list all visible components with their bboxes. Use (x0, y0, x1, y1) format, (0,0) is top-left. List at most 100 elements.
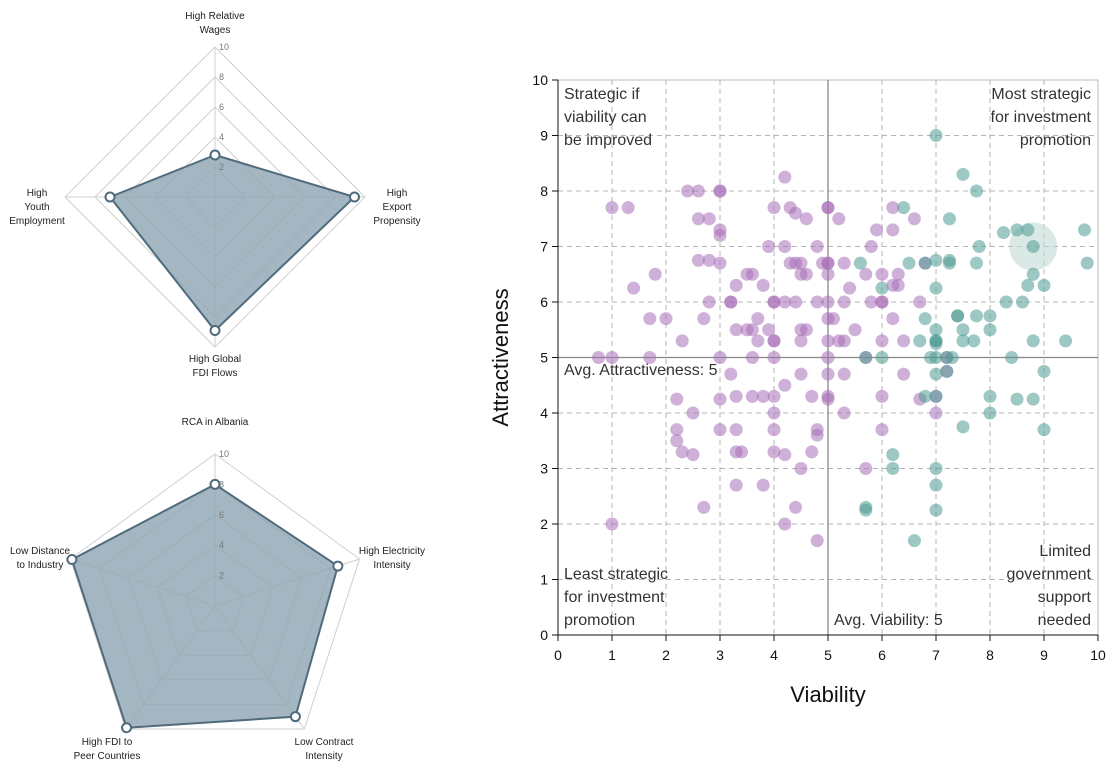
scatter-point (713, 228, 727, 242)
quadrant-label-bottom-right: government (1007, 566, 1092, 583)
scatter-point (837, 406, 851, 420)
scatter-point (997, 226, 1010, 240)
scatter-point (1026, 334, 1040, 348)
radar-tick-label: 2 (219, 162, 224, 172)
scatter-point (983, 389, 997, 403)
scatter-point (864, 295, 878, 309)
quadrant-label-top-right: promotion (1020, 132, 1091, 149)
scatter-point (918, 256, 932, 270)
radar-axis-label: FDI Flows (193, 368, 238, 379)
x-tick-label: 8 (986, 647, 994, 663)
scatter-point (907, 534, 921, 548)
radar-axis-label: Employment (9, 216, 65, 227)
scatter-point (886, 223, 900, 237)
scatter-point (1021, 223, 1035, 237)
scatter-point (929, 351, 943, 364)
avg-viability-label: Avg. Viability: 5 (834, 612, 943, 629)
scatter-point (886, 448, 900, 462)
scatter-point (735, 445, 749, 459)
scatter-point (891, 278, 905, 292)
scatter-point (691, 253, 705, 267)
scatter-point (592, 351, 605, 364)
radar-axis-label: Propensity (373, 216, 420, 227)
scatter-point (762, 240, 776, 253)
scatter-point (897, 334, 911, 348)
radar-tick-label: 4 (219, 132, 224, 142)
scatter-point (767, 295, 781, 309)
scatter-point (972, 240, 986, 253)
y-tick-label: 2 (540, 516, 548, 532)
scatter-point (745, 351, 759, 364)
scatter-point (826, 312, 840, 326)
scatter-point (805, 389, 819, 403)
scatter-point (821, 392, 835, 406)
scatter-point (778, 378, 792, 392)
scatter-point (729, 423, 743, 437)
scatter-point (756, 389, 770, 403)
quadrant-label-bottom-right: support (1038, 589, 1092, 606)
scatter-point (918, 312, 932, 326)
scatter-point (691, 184, 705, 198)
y-axis-title: Attractiveness (488, 288, 513, 426)
scatter-point (929, 503, 943, 517)
x-axis-title: Viability (790, 682, 865, 707)
radar-point (349, 191, 360, 203)
x-tick-label: 6 (878, 647, 886, 663)
radar-chart-top: 2 4 6 8 10 High Relative Wages High Export Propen… (9, 11, 420, 379)
x-tick-label: 9 (1040, 647, 1048, 663)
x-tick-label: 10 (1090, 647, 1106, 663)
radar-tick-label: 8 (219, 72, 224, 82)
scatter-point (729, 389, 743, 403)
scatter-point (724, 295, 738, 309)
radar-axis-label: High FDI to (82, 737, 133, 748)
scatter-point (627, 281, 641, 295)
scatter-point (837, 367, 851, 381)
scatter-point (821, 367, 835, 381)
scatter-point (810, 534, 824, 548)
scatter-point (913, 334, 927, 348)
scatter-point (745, 323, 759, 337)
scatter-point (756, 478, 770, 492)
scatter-point (778, 517, 792, 531)
scatter-point (681, 184, 695, 198)
scatter-point (729, 278, 743, 292)
x-tick-label: 4 (770, 647, 778, 663)
scatter-point (799, 267, 813, 281)
scatter-point (907, 212, 921, 226)
scatter-point (821, 256, 835, 270)
scatter-point (886, 201, 900, 215)
quadrant-label-bottom-left: for investment (564, 589, 665, 606)
y-tick-label: 0 (540, 627, 548, 643)
scatter-point (902, 256, 916, 270)
scatter-point (605, 201, 619, 215)
scatter-point (843, 281, 857, 295)
scatter-point (848, 323, 862, 337)
scatter-point (756, 278, 770, 292)
scatter-point (675, 445, 689, 459)
scatter-point (810, 240, 824, 253)
y-tick-label: 8 (540, 183, 548, 199)
x-tick-label: 3 (716, 647, 724, 663)
radar-axis-label: Intensity (373, 560, 410, 571)
scatter-point (729, 478, 743, 492)
scatter-point (875, 423, 889, 437)
scatter-point (670, 434, 684, 448)
scatter-point (1037, 423, 1051, 437)
scatter-point (767, 389, 781, 403)
x-tick-label: 0 (554, 647, 562, 663)
radar-tick-label: 10 (219, 42, 229, 52)
radar-axis-label: to Industry (17, 560, 64, 571)
avg-attractiveness-label: Avg. Attractiveness: 5 (564, 362, 718, 379)
scatter-point (945, 351, 959, 364)
scatter-point (864, 240, 878, 253)
scatter-point (929, 367, 943, 381)
radar-point (209, 325, 221, 336)
x-tick-label: 2 (662, 647, 670, 663)
scatter-point (1026, 240, 1040, 253)
scatter-point (929, 406, 943, 420)
radar-tick-label: 10 (219, 449, 229, 459)
scatter-point (659, 312, 673, 326)
scatter-point (983, 309, 997, 323)
scatter-point (789, 295, 803, 309)
scatter-point (702, 212, 716, 226)
